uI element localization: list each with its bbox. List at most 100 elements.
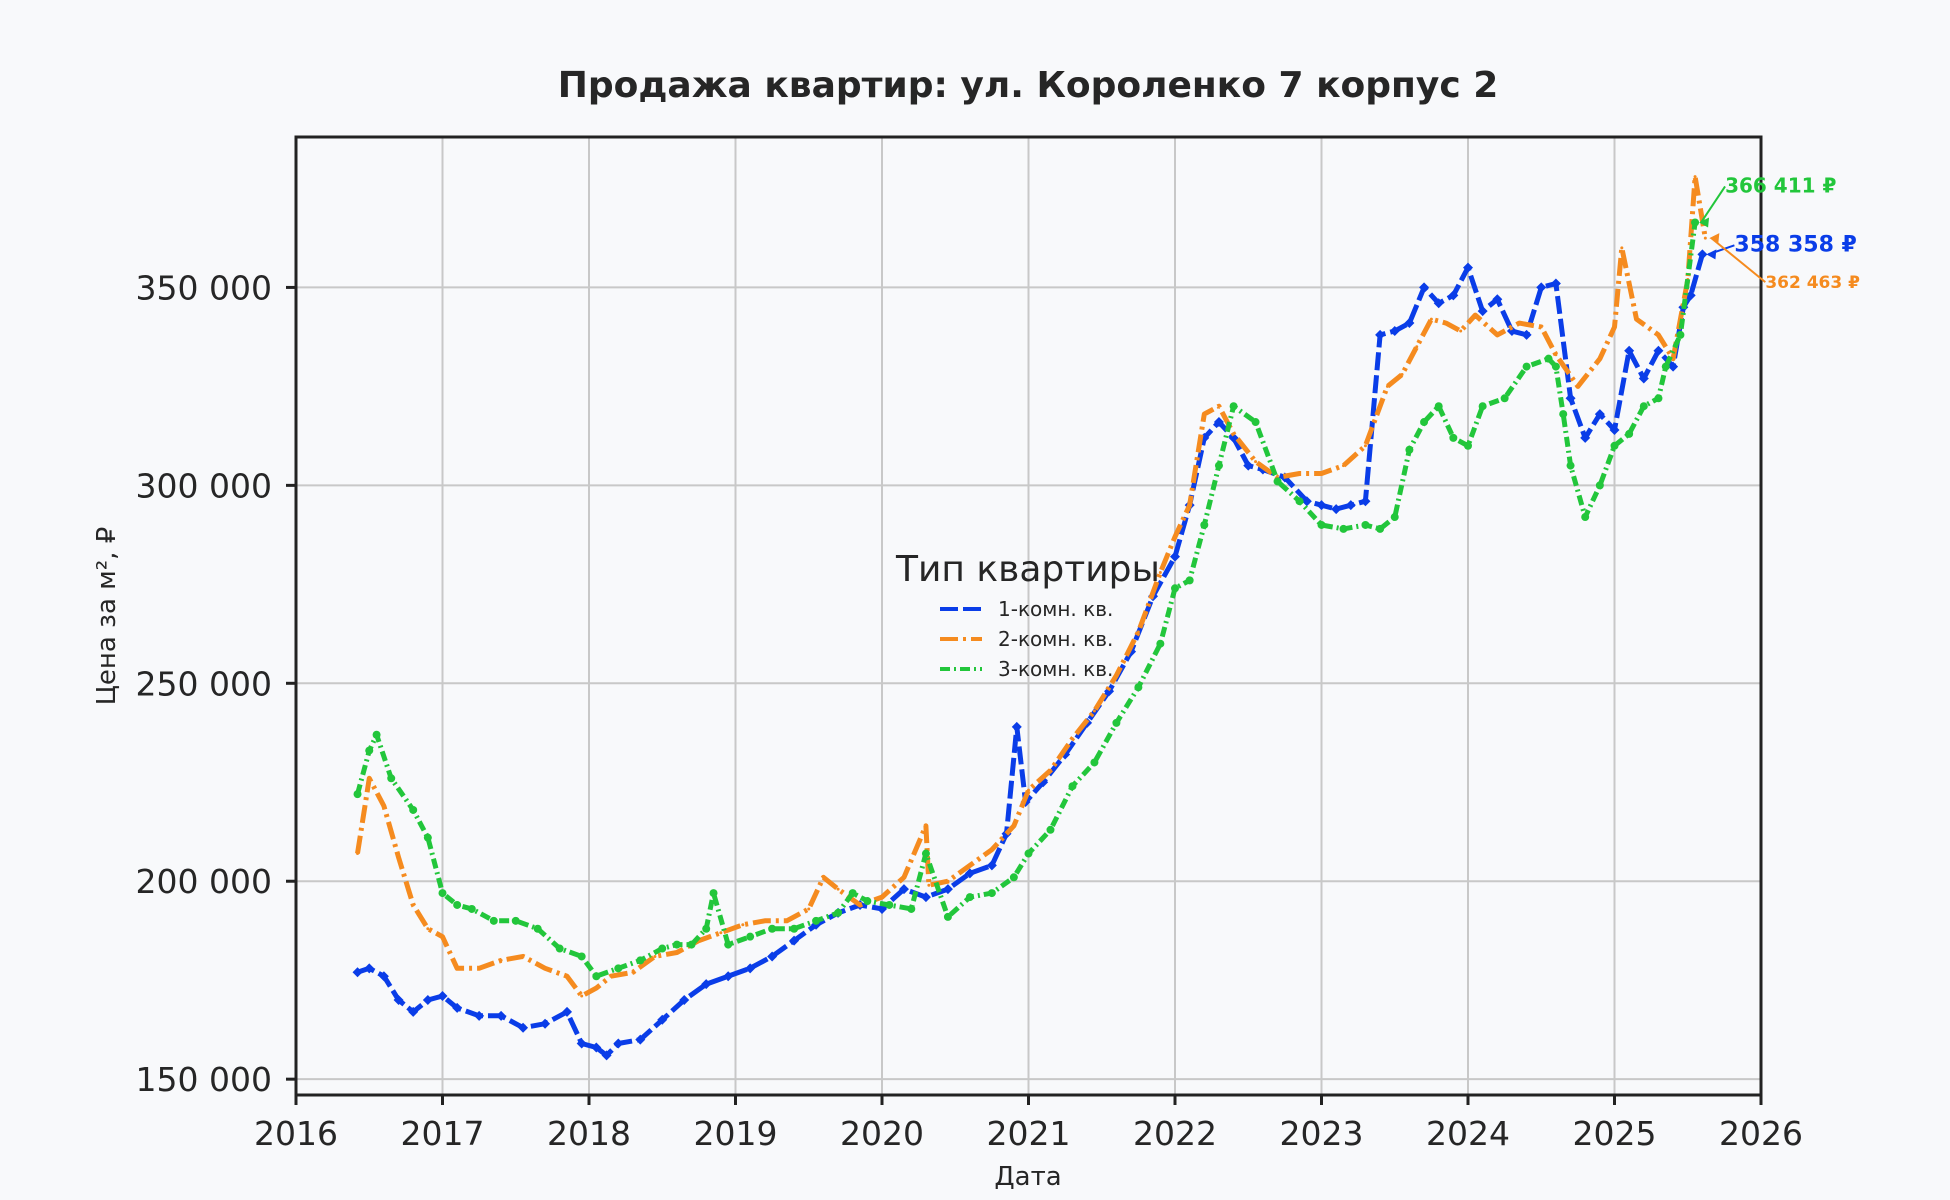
data-point bbox=[1011, 721, 1022, 732]
x-tick-label: 2019 bbox=[694, 1114, 778, 1153]
y-tick-label: 200 000 bbox=[136, 862, 272, 901]
data-point bbox=[489, 916, 498, 925]
data-point bbox=[364, 963, 375, 974]
data-point bbox=[1697, 249, 1708, 260]
data-point bbox=[1668, 361, 1679, 372]
data-point bbox=[1594, 409, 1605, 420]
data-point bbox=[719, 931, 723, 935]
data-point bbox=[1301, 496, 1312, 507]
data-point bbox=[1448, 290, 1459, 301]
data-point bbox=[1389, 325, 1400, 336]
data-point bbox=[1559, 410, 1568, 419]
data-point bbox=[1506, 325, 1517, 336]
data-point bbox=[987, 889, 996, 898]
data-point bbox=[1522, 362, 1531, 371]
data-point bbox=[592, 972, 601, 981]
data-point bbox=[614, 964, 623, 973]
data-point bbox=[1554, 353, 1558, 357]
data-point bbox=[1360, 496, 1371, 507]
data-point bbox=[1473, 313, 1477, 317]
data-point bbox=[724, 940, 733, 949]
data-point bbox=[1134, 683, 1143, 692]
x-tick-label: 2016 bbox=[254, 1114, 338, 1153]
x-tick-label: 2017 bbox=[401, 1114, 485, 1153]
data-point bbox=[438, 889, 447, 898]
data-point bbox=[790, 924, 799, 933]
data-point bbox=[836, 887, 840, 891]
data-point bbox=[455, 966, 459, 970]
data-point bbox=[924, 824, 928, 828]
data-point bbox=[964, 868, 975, 879]
data-point bbox=[1624, 345, 1635, 356]
data-point bbox=[511, 916, 520, 925]
data-point bbox=[880, 895, 884, 899]
data-point bbox=[1500, 394, 1509, 403]
data-point bbox=[1185, 576, 1194, 585]
data-point bbox=[609, 974, 613, 978]
data-point bbox=[1361, 520, 1370, 529]
data-point bbox=[907, 904, 916, 913]
data-point bbox=[1581, 513, 1590, 522]
data-point bbox=[990, 848, 994, 852]
data-point bbox=[942, 884, 953, 895]
data-point bbox=[613, 1038, 624, 1049]
data-point bbox=[709, 889, 718, 898]
data-point bbox=[426, 927, 430, 931]
data-point bbox=[701, 979, 712, 990]
data-point bbox=[372, 730, 381, 739]
data-point bbox=[474, 1010, 485, 1021]
data-point bbox=[658, 944, 667, 953]
x-tick-label: 2021 bbox=[987, 1114, 1071, 1153]
data-point bbox=[1415, 345, 1419, 349]
grid bbox=[296, 137, 1761, 1095]
data-point bbox=[1316, 500, 1327, 511]
data-point bbox=[356, 852, 360, 856]
data-point bbox=[1661, 362, 1670, 371]
data-point bbox=[1639, 402, 1648, 411]
data-point bbox=[834, 908, 843, 917]
data-point bbox=[1170, 551, 1180, 562]
data-point bbox=[745, 963, 756, 974]
data-point bbox=[1654, 394, 1663, 403]
data-point bbox=[543, 966, 547, 970]
data-point bbox=[785, 919, 789, 923]
data-point bbox=[1090, 758, 1099, 767]
data-point bbox=[1173, 535, 1177, 539]
data-point bbox=[452, 1002, 463, 1013]
data-point bbox=[562, 1006, 573, 1017]
legend-item-3: 3-комн. кв. bbox=[940, 657, 1113, 681]
data-point bbox=[577, 952, 586, 961]
data-point bbox=[1156, 639, 1165, 648]
y-axis-label: Цена за м², ₽ bbox=[92, 527, 122, 706]
data-point bbox=[1656, 333, 1660, 337]
data-point bbox=[807, 907, 811, 911]
data-point bbox=[1703, 236, 1707, 240]
data-point bbox=[601, 1050, 612, 1061]
data-point bbox=[1232, 432, 1236, 436]
data-point bbox=[763, 919, 767, 923]
data-point bbox=[1495, 333, 1499, 337]
data-point bbox=[1345, 500, 1356, 511]
data-point bbox=[1693, 175, 1697, 179]
legend-label-3: 3-комн. кв. bbox=[998, 657, 1113, 681]
data-point bbox=[565, 974, 569, 978]
data-point bbox=[657, 1014, 668, 1025]
data-point bbox=[1376, 524, 1385, 533]
data-point bbox=[1419, 282, 1430, 293]
data-point bbox=[679, 994, 690, 1005]
data-point bbox=[1229, 402, 1238, 411]
y-tick-label: 250 000 bbox=[136, 664, 272, 703]
data-point bbox=[672, 940, 681, 949]
data-point bbox=[1566, 461, 1575, 470]
series-2 bbox=[355, 174, 1708, 999]
data-point bbox=[1539, 325, 1543, 329]
data-point bbox=[635, 1034, 646, 1045]
data-point bbox=[1202, 412, 1206, 416]
data-point bbox=[521, 954, 525, 958]
data-point bbox=[968, 863, 972, 867]
legend-item-2: 2-комн. кв. bbox=[940, 627, 1113, 651]
data-point bbox=[1625, 429, 1634, 438]
data-point bbox=[378, 971, 389, 982]
